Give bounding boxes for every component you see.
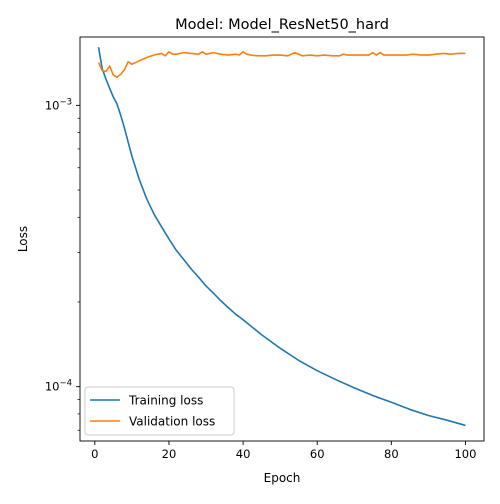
- series-layer: [97, 47, 466, 427]
- x-tick-label: 0: [91, 447, 98, 461]
- legend-label: Validation loss: [129, 415, 215, 429]
- legend-box: [84, 386, 235, 436]
- plot-area-background: [80, 37, 484, 441]
- y-tick-label: 10−4: [45, 379, 72, 394]
- series-line-training-loss: [97, 47, 466, 427]
- legend: Training loss Validation loss: [84, 386, 235, 436]
- x-tick-label: 100: [454, 447, 476, 461]
- plot-frame: [79, 36, 485, 442]
- y-tick-label: 10−3: [45, 97, 72, 112]
- x-tick-label: 40: [236, 447, 251, 461]
- y-axis-label: Loss: [16, 226, 30, 252]
- legend-label: Training loss: [128, 394, 203, 408]
- x-tick-label: 60: [310, 447, 325, 461]
- x-tick-label: 80: [384, 447, 399, 461]
- x-axis-label: Epoch: [264, 471, 301, 485]
- axes-layer: 0 20 40 60 80 100 10−4 10−3: [45, 36, 485, 461]
- x-tick-label: 20: [162, 447, 177, 461]
- chart-title: Model: Model_ResNet50_hard: [175, 17, 389, 33]
- series-line-validation-loss: [97, 51, 466, 78]
